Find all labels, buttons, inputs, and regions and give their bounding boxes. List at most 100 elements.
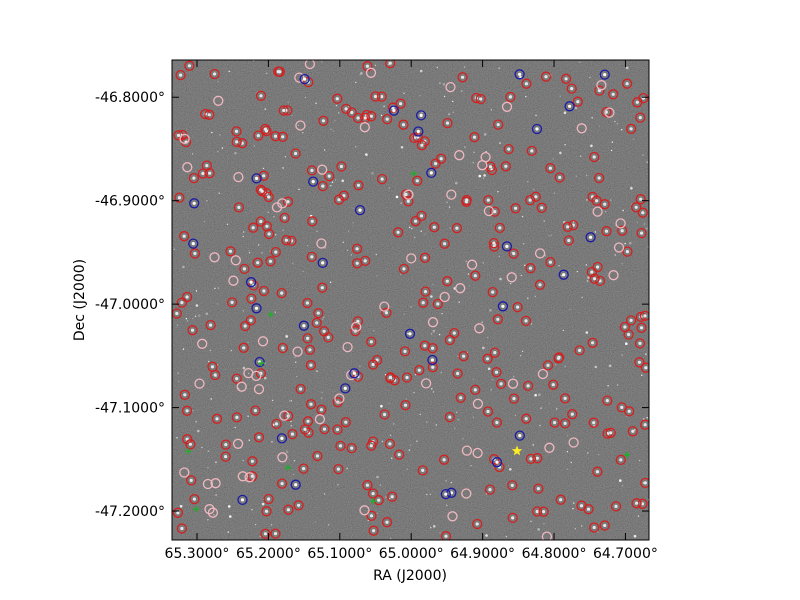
red-source-marker-star [281, 135, 285, 139]
red-source-marker-star [190, 328, 195, 332]
field-star [450, 481, 452, 484]
red-source-marker-ring [211, 413, 223, 424]
pink-source-marker-ring [506, 272, 517, 283]
blue-source-marker-star [303, 77, 307, 81]
blue-source-marker-ring [276, 433, 288, 444]
field-star [371, 172, 374, 175]
red-source-marker [522, 380, 534, 392]
red-source-marker-star [356, 116, 360, 120]
red-source-marker-ring [592, 466, 603, 477]
field-star [432, 525, 436, 528]
red-source-marker-star [253, 409, 257, 413]
red-source-marker [258, 285, 270, 297]
red-source-marker [360, 255, 371, 267]
red-source-marker-ring [204, 109, 215, 120]
field-star [419, 413, 421, 416]
field-star [524, 264, 526, 266]
red-source-marker-ring [283, 504, 294, 515]
red-source-marker [536, 202, 547, 213]
red-source-marker-star [462, 354, 466, 358]
field-star [420, 230, 422, 232]
red-source-marker-star [590, 270, 594, 274]
red-source-marker-star [620, 405, 624, 409]
field-star [273, 216, 275, 218]
red-source-marker [270, 528, 281, 539]
red-source-marker [586, 266, 597, 278]
field-star [430, 527, 432, 529]
field-star [532, 188, 535, 191]
x-tick-label: 65.1000° [307, 546, 372, 562]
field-star [334, 179, 337, 181]
pink-source-marker [427, 317, 439, 328]
red-source-marker [185, 439, 196, 450]
red-source-marker [545, 163, 556, 174]
red-source-marker-star [586, 507, 591, 511]
field-star [331, 181, 334, 183]
red-source-marker-ring [522, 380, 534, 392]
field-star [426, 493, 428, 496]
red-source-marker-ring [488, 237, 500, 249]
field-star [290, 420, 292, 423]
red-source-marker [461, 194, 472, 206]
field-star [192, 410, 194, 412]
red-source-marker-ring [270, 131, 281, 142]
pink-source-marker-ring [474, 323, 485, 334]
red-source-marker-ring [545, 257, 556, 268]
field-star [191, 153, 194, 155]
field-star [298, 188, 300, 191]
red-source-marker-ring [181, 291, 193, 303]
field-star [248, 439, 250, 441]
red-source-marker-star [640, 231, 644, 235]
red-source-marker [226, 297, 238, 308]
field-star [360, 72, 363, 75]
field-star [221, 147, 223, 149]
field-star [589, 76, 591, 79]
pink-source-marker [454, 150, 465, 161]
red-source-marker-ring [333, 194, 345, 205]
red-source-marker [420, 286, 431, 297]
red-source-marker [258, 170, 269, 181]
field-star [575, 175, 577, 177]
red-source-marker-ring [416, 210, 427, 222]
red-source-marker [246, 293, 257, 304]
red-source-marker [306, 251, 317, 263]
field-star [373, 330, 375, 332]
red-source-marker-ring [508, 248, 519, 259]
red-source-marker-star [591, 341, 595, 345]
field-star [408, 449, 411, 451]
pink-source-marker [197, 338, 208, 349]
red-source-marker-ring [530, 191, 541, 202]
red-source-marker-star [578, 348, 582, 352]
field-star [567, 468, 569, 470]
red-source-marker-star [365, 483, 369, 487]
field-star [335, 104, 338, 107]
field-star [217, 80, 219, 83]
blue-source-marker-ring [446, 487, 457, 498]
field-star [359, 365, 361, 367]
pink-source-marker-ring [213, 95, 224, 106]
red-source-marker-star [265, 224, 269, 228]
x-tick-label: 65.3000° [165, 546, 230, 562]
red-source-marker-star [473, 274, 477, 278]
red-source-marker [540, 71, 552, 82]
pink-source-marker-ring [232, 438, 244, 449]
red-source-marker-ring [263, 228, 275, 240]
pink-source-marker [507, 378, 519, 389]
pink-source-marker-ring [541, 531, 553, 540]
red-source-marker-ring [414, 365, 425, 376]
red-source-marker-star [180, 301, 184, 305]
red-source-marker-star [491, 290, 495, 294]
red-source-marker-star [274, 250, 278, 254]
field-star [481, 321, 483, 323]
red-source-marker-star [417, 368, 421, 372]
red-source-marker-star [297, 503, 301, 507]
red-source-marker-star [213, 72, 217, 76]
field-star [472, 161, 474, 164]
red-source-marker-ring [429, 222, 440, 233]
red-source-marker-ring [521, 413, 532, 424]
blue-source-marker-star [429, 171, 433, 175]
red-source-marker-star [259, 219, 263, 224]
red-source-marker [400, 400, 411, 411]
red-source-marker [370, 91, 381, 102]
pink-source-marker-ring [534, 248, 546, 259]
